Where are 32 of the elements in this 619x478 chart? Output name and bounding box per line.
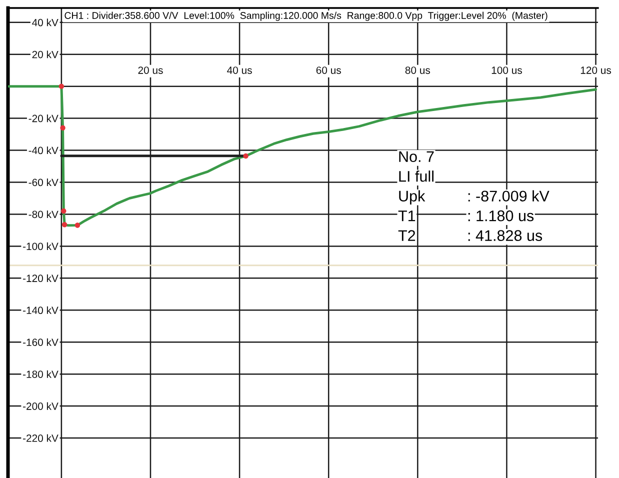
- point: [60, 125, 66, 130]
- point: [62, 222, 68, 228]
- point: [61, 208, 66, 214]
- point: [243, 153, 248, 159]
- y-tick-label: -60 kV: [28, 178, 58, 186]
- x-tick-label: 100 us: [492, 66, 522, 74]
- text: T1 : 1.180 us: [398, 210, 534, 222]
- x-tick-label: 20 us: [138, 66, 163, 74]
- chart-title: CH1 : Divider:358.600 V/V Level:100% Sampling:120.000 Ms/s Range:800.0 Vpp Trigger:Level 20% (Master): [64, 12, 548, 21]
- y-tick-label: -40 kV: [28, 146, 58, 154]
- annotation: No. 7: [399, 151, 434, 162]
- y-tick-label: -200 kV: [23, 402, 58, 410]
- point: [58, 84, 64, 89]
- y-tick-label: -220 kV: [23, 434, 58, 442]
- y-tick-label: -20 kV: [28, 114, 58, 122]
- y-tick-label: 40 kV: [32, 18, 58, 26]
- text: T2 : 41.828 us: [398, 230, 542, 241]
- y-tick-label: -120 kV: [23, 274, 58, 282]
- text: Upk : -87.009 kV: [399, 190, 550, 205]
- x-tick-label: 60 us: [316, 66, 341, 74]
- x-tick-label: 120 us: [580, 66, 612, 74]
- y-tick-label: -180 kV: [23, 370, 58, 378]
- x-tick-label: 40 us: [227, 66, 252, 74]
- x-tick-label: 80 us: [405, 66, 430, 74]
- y-tick-label: -140 kV: [23, 306, 58, 314]
- y-tick-label: -160 kV: [23, 338, 58, 346]
- annotation: LI full: [399, 170, 434, 182]
- y-tick-label: -100 kV: [23, 242, 58, 250]
- point: [74, 222, 80, 228]
- y-tick-label: 20 kV: [32, 50, 58, 58]
- line-series: [8, 85, 598, 227]
- y-tick-label: -80 kV: [28, 210, 58, 218]
